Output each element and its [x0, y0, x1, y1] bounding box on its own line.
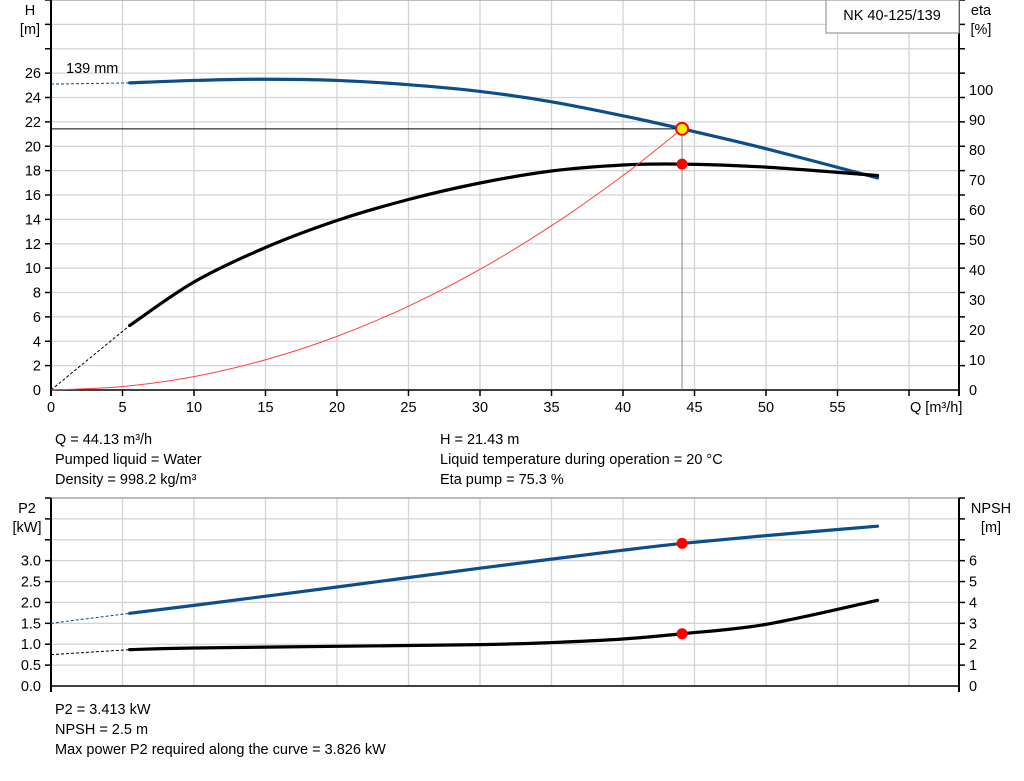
eta-readout: Eta pump = 75.3 % — [440, 472, 564, 488]
y-right-axis-label: eta — [971, 3, 992, 19]
y-right-tick-label: 100 — [969, 83, 993, 99]
head-readout: H = 21.43 m — [440, 432, 520, 448]
y-right-tick-label: 0 — [969, 679, 977, 695]
head-curve — [128, 77, 880, 180]
y-left-tick-label: 4 — [33, 334, 41, 350]
npsh-duty-point — [676, 628, 688, 640]
y-left-axis-label: P2 — [18, 501, 36, 517]
y-left-axis-label: [m] — [20, 22, 40, 38]
y-left-tick-label: 1.0 — [21, 637, 41, 653]
y-right-tick-label: 90 — [969, 113, 985, 129]
y-left-tick-label: 20 — [25, 139, 41, 155]
system-curve — [50, 128, 683, 391]
y-left-tick-label: 22 — [25, 115, 41, 131]
temperature-readout: Liquid temperature during operation = 20… — [440, 452, 723, 468]
x-tick-label: 0 — [47, 400, 55, 416]
y-left-tick-label: 14 — [25, 212, 41, 228]
y-left-tick-label: 18 — [25, 164, 41, 180]
title-box — [825, 0, 960, 34]
info-bottom: P2 = 3.413 kW NPSH = 2.5 m Max power P2 … — [55, 700, 386, 760]
flow-readout: Q = 44.13 m³/h — [55, 432, 153, 448]
head-extrapolated-line — [50, 82, 130, 85]
x-tick-label: 30 — [472, 400, 488, 416]
y-right-tick-label: 2 — [969, 637, 977, 653]
y-right-tick-label: 80 — [969, 143, 985, 159]
info-top-right: H = 21.43 m Liquid temperature during op… — [440, 430, 723, 490]
p2-extrapolated-line — [50, 612, 130, 624]
eta-duty-point — [676, 158, 688, 170]
impeller-diameter-label: 139 mm — [66, 61, 118, 77]
y-left-tick-label: 6 — [33, 310, 41, 326]
y-right-tick-label: 1 — [969, 658, 977, 674]
y-left-tick-label: 2 — [33, 359, 41, 375]
y-right-tick-label: 0 — [969, 383, 977, 399]
p2-duty-point — [676, 537, 688, 549]
npsh-readout: NPSH = 2.5 m — [55, 722, 149, 738]
y-right-axis-label: NPSH — [971, 501, 1011, 517]
x-tick-label: 5 — [118, 400, 126, 416]
y-right-tick-label: 30 — [969, 293, 985, 309]
y-left-tick-label: 1.5 — [21, 616, 41, 632]
head-duty-point — [675, 121, 690, 136]
y-right-axis-label: [m] — [981, 520, 1001, 536]
y-right-tick-label: 10 — [969, 353, 985, 369]
p2-readout: P2 = 3.413 kW — [55, 702, 151, 718]
y-right-tick-label: 60 — [969, 203, 985, 219]
y-left-tick-label: 8 — [33, 286, 41, 302]
y-left-tick-label: 16 — [25, 188, 41, 204]
y-right-axis-label: [%] — [971, 22, 992, 38]
y-right-tick-label: 3 — [969, 616, 977, 632]
x-tick-label: 20 — [329, 400, 345, 416]
x-tick-label: 25 — [400, 400, 416, 416]
y-left-tick-label: 2.0 — [21, 595, 41, 611]
y-right-tick-label: 50 — [969, 233, 985, 249]
y-left-tick-label: 10 — [25, 261, 41, 277]
eta-curve — [128, 162, 880, 328]
density-readout: Density = 998.2 kg/m³ — [55, 472, 197, 488]
y-left-tick-label: 2.5 — [21, 575, 41, 591]
max-p2-readout: Max power P2 required along the curve = … — [55, 742, 386, 758]
y-left-tick-label: 24 — [25, 91, 41, 107]
y-left-axis-label: H — [25, 3, 35, 19]
y-right-tick-label: 20 — [969, 323, 985, 339]
y-right-tick-label: 6 — [969, 554, 977, 570]
eta-extrapolated-line — [50, 325, 130, 391]
y-left-tick-label: 3.0 — [21, 554, 41, 570]
y-right-tick-label: 70 — [969, 173, 985, 189]
x-tick-label: 55 — [829, 400, 845, 416]
y-left-tick-label: 0.0 — [21, 679, 41, 695]
pump-title: NK 40-125/139 — [843, 8, 941, 24]
y-right-tick-label: 40 — [969, 263, 985, 279]
x-tick-label: 50 — [758, 400, 774, 416]
npsh-curve — [128, 598, 880, 652]
y-right-tick-label: 5 — [969, 575, 977, 591]
liquid-readout: Pumped liquid = Water — [55, 452, 202, 468]
x-axis-label: Q [m³/h] — [910, 400, 962, 416]
x-tick-label: 10 — [186, 400, 202, 416]
p2-curve — [128, 524, 880, 615]
x-tick-label: 35 — [543, 400, 559, 416]
info-top-left: Q = 44.13 m³/h Pumped liquid = Water Den… — [55, 430, 202, 490]
y-right-tick-label: 4 — [969, 595, 977, 611]
x-tick-label: 15 — [257, 400, 273, 416]
y-left-tick-label: 12 — [25, 237, 41, 253]
y-left-tick-label: 0.5 — [21, 658, 41, 674]
x-tick-label: 45 — [686, 400, 702, 416]
x-tick-label: 40 — [615, 400, 631, 416]
npsh-extrapolated-line — [50, 649, 130, 656]
y-left-axis-label: [kW] — [13, 520, 42, 536]
y-left-tick-label: 26 — [25, 66, 41, 82]
y-left-tick-label: 0 — [33, 383, 41, 399]
